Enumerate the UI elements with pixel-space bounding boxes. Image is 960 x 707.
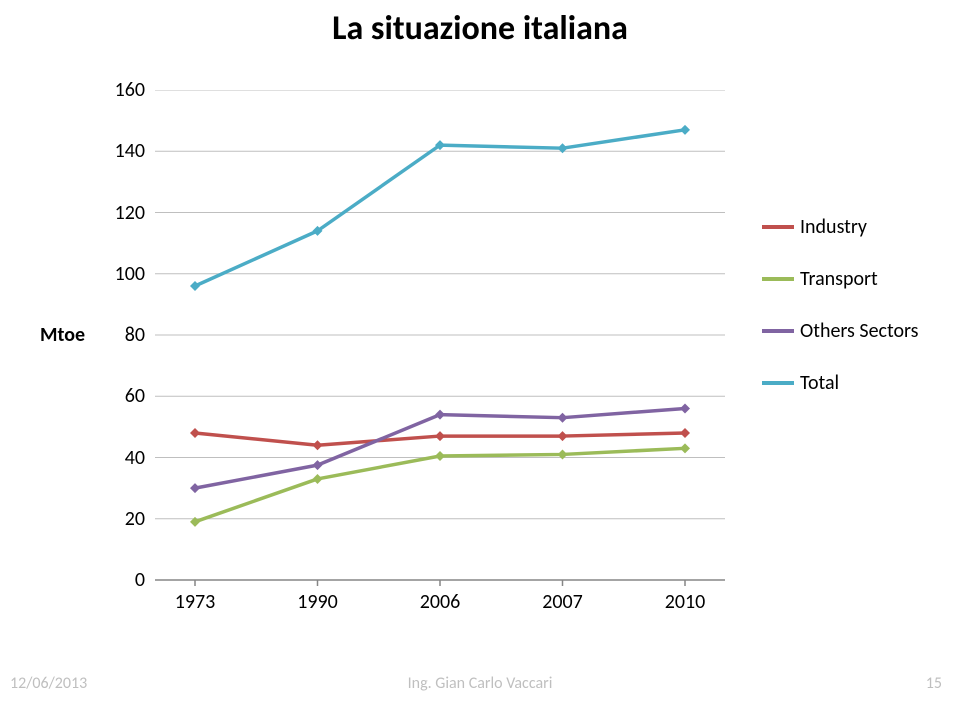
x-tick-label: 1990 bbox=[297, 590, 338, 614]
y-tick-label: 20 bbox=[105, 507, 145, 531]
y-tick-label: 40 bbox=[105, 446, 145, 470]
legend-label: Industry bbox=[800, 215, 867, 239]
legend-item: Total bbox=[762, 371, 918, 395]
y-tick-label: 120 bbox=[105, 201, 145, 225]
legend-label: Others Sectors bbox=[800, 319, 918, 343]
y-tick-label: 160 bbox=[105, 78, 145, 102]
y-tick-label: 60 bbox=[105, 384, 145, 408]
legend-item: Industry bbox=[762, 215, 918, 239]
y-axis-title: Mtoe bbox=[40, 323, 85, 347]
x-tick-label: 2006 bbox=[420, 590, 461, 614]
y-tick-label: 80 bbox=[105, 323, 145, 347]
legend-swatch bbox=[762, 329, 794, 333]
legend-item: Transport bbox=[762, 267, 918, 291]
line-chart: Mtoe Industry Transport Others Sectors Tota… bbox=[40, 90, 920, 630]
legend-label: Transport bbox=[800, 267, 878, 291]
legend-label: Total bbox=[800, 371, 839, 395]
legend-swatch bbox=[762, 277, 794, 281]
x-tick-label: 1973 bbox=[175, 590, 216, 614]
y-tick-label: 140 bbox=[105, 139, 145, 163]
chart-legend: Industry Transport Others Sectors Total bbox=[762, 215, 918, 423]
footer-author: Ing. Gian Carlo Vaccari bbox=[0, 674, 960, 693]
x-tick-label: 2010 bbox=[665, 590, 706, 614]
legend-swatch bbox=[762, 225, 794, 229]
footer-page: 15 bbox=[926, 674, 942, 693]
y-tick-label: 100 bbox=[105, 262, 145, 286]
x-tick-label: 2007 bbox=[542, 590, 583, 614]
page-title: La situazione italiana bbox=[0, 8, 960, 49]
y-tick-label: 0 bbox=[105, 568, 145, 592]
legend-item: Others Sectors bbox=[762, 319, 918, 343]
legend-swatch bbox=[762, 381, 794, 385]
